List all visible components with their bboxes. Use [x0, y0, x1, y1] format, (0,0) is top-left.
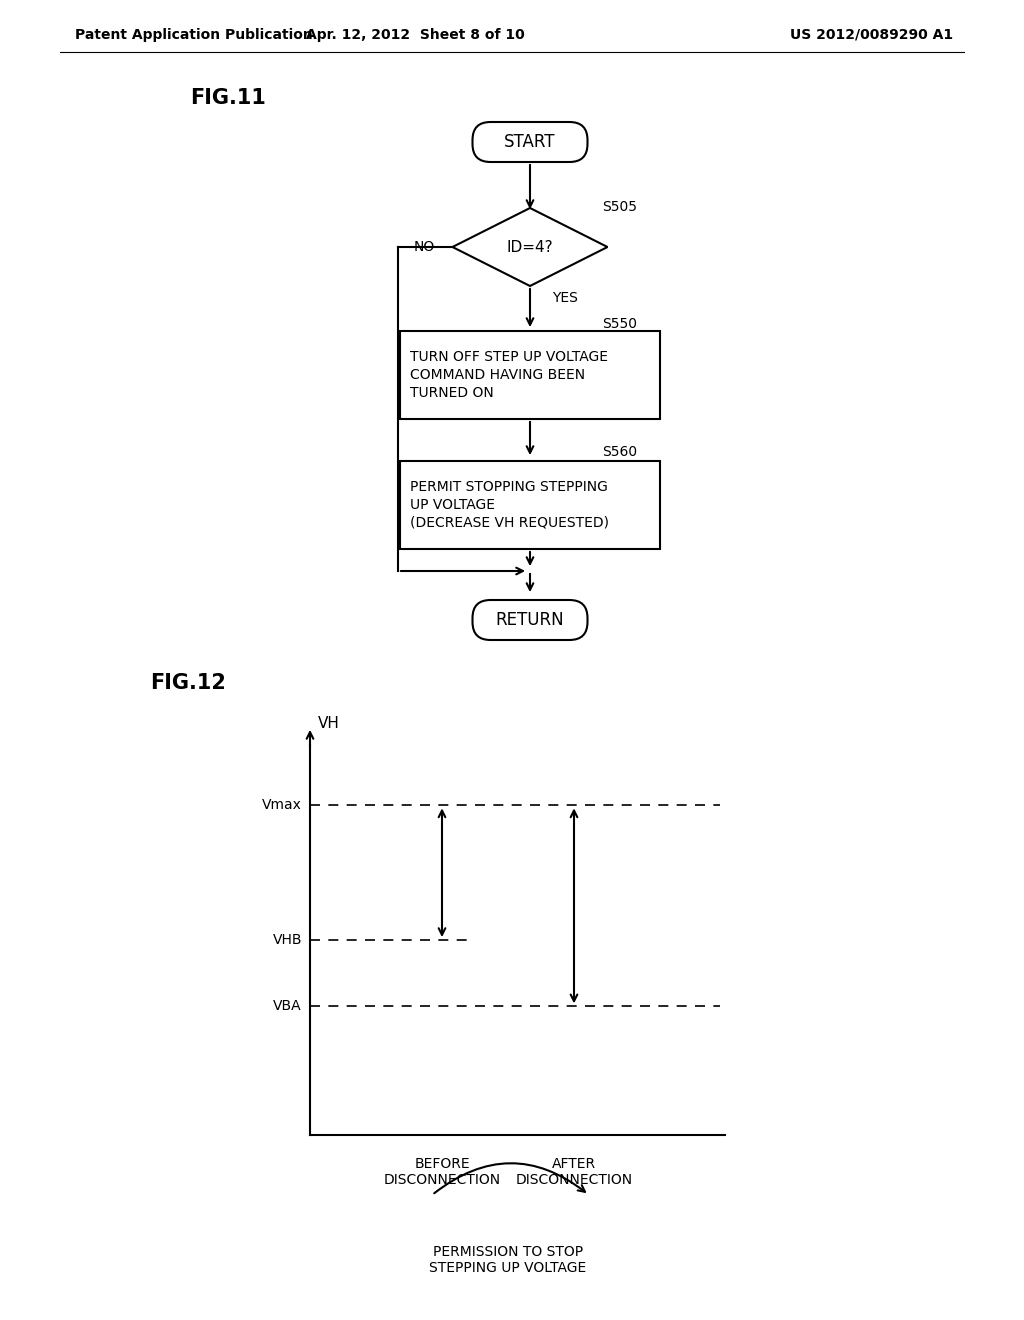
Text: TURN OFF STEP UP VOLTAGE: TURN OFF STEP UP VOLTAGE	[410, 350, 608, 364]
Text: S505: S505	[602, 201, 637, 214]
Text: Patent Application Publication: Patent Application Publication	[75, 28, 312, 42]
Text: (DECREASE VH REQUESTED): (DECREASE VH REQUESTED)	[410, 516, 609, 531]
FancyBboxPatch shape	[400, 331, 660, 418]
Polygon shape	[453, 209, 607, 286]
Text: YES: YES	[552, 290, 578, 305]
Text: BEFORE
DISCONNECTION: BEFORE DISCONNECTION	[383, 1158, 501, 1187]
Text: US 2012/0089290 A1: US 2012/0089290 A1	[790, 28, 953, 42]
Text: RETURN: RETURN	[496, 611, 564, 630]
Text: START: START	[504, 133, 556, 150]
Text: PERMISSION TO STOP
STEPPING UP VOLTAGE: PERMISSION TO STOP STEPPING UP VOLTAGE	[429, 1245, 587, 1275]
Text: Apr. 12, 2012  Sheet 8 of 10: Apr. 12, 2012 Sheet 8 of 10	[305, 28, 524, 42]
Text: TURNED ON: TURNED ON	[410, 385, 494, 400]
Text: VBA: VBA	[273, 999, 302, 1014]
Text: VHB: VHB	[272, 933, 302, 946]
Text: COMMAND HAVING BEEN: COMMAND HAVING BEEN	[410, 368, 585, 381]
FancyBboxPatch shape	[400, 461, 660, 549]
Text: Vmax: Vmax	[262, 799, 302, 812]
Text: FIG.12: FIG.12	[150, 673, 226, 693]
Text: VH: VH	[318, 715, 340, 730]
Text: NO: NO	[414, 240, 435, 253]
Text: ID=4?: ID=4?	[507, 239, 553, 255]
FancyBboxPatch shape	[472, 121, 588, 162]
Text: PERMIT STOPPING STEPPING: PERMIT STOPPING STEPPING	[410, 480, 608, 494]
Text: S560: S560	[602, 445, 637, 459]
Text: FIG.11: FIG.11	[190, 88, 266, 108]
Text: S550: S550	[602, 317, 637, 331]
Text: UP VOLTAGE: UP VOLTAGE	[410, 498, 495, 512]
FancyBboxPatch shape	[472, 601, 588, 640]
Text: AFTER
DISCONNECTION: AFTER DISCONNECTION	[515, 1158, 633, 1187]
